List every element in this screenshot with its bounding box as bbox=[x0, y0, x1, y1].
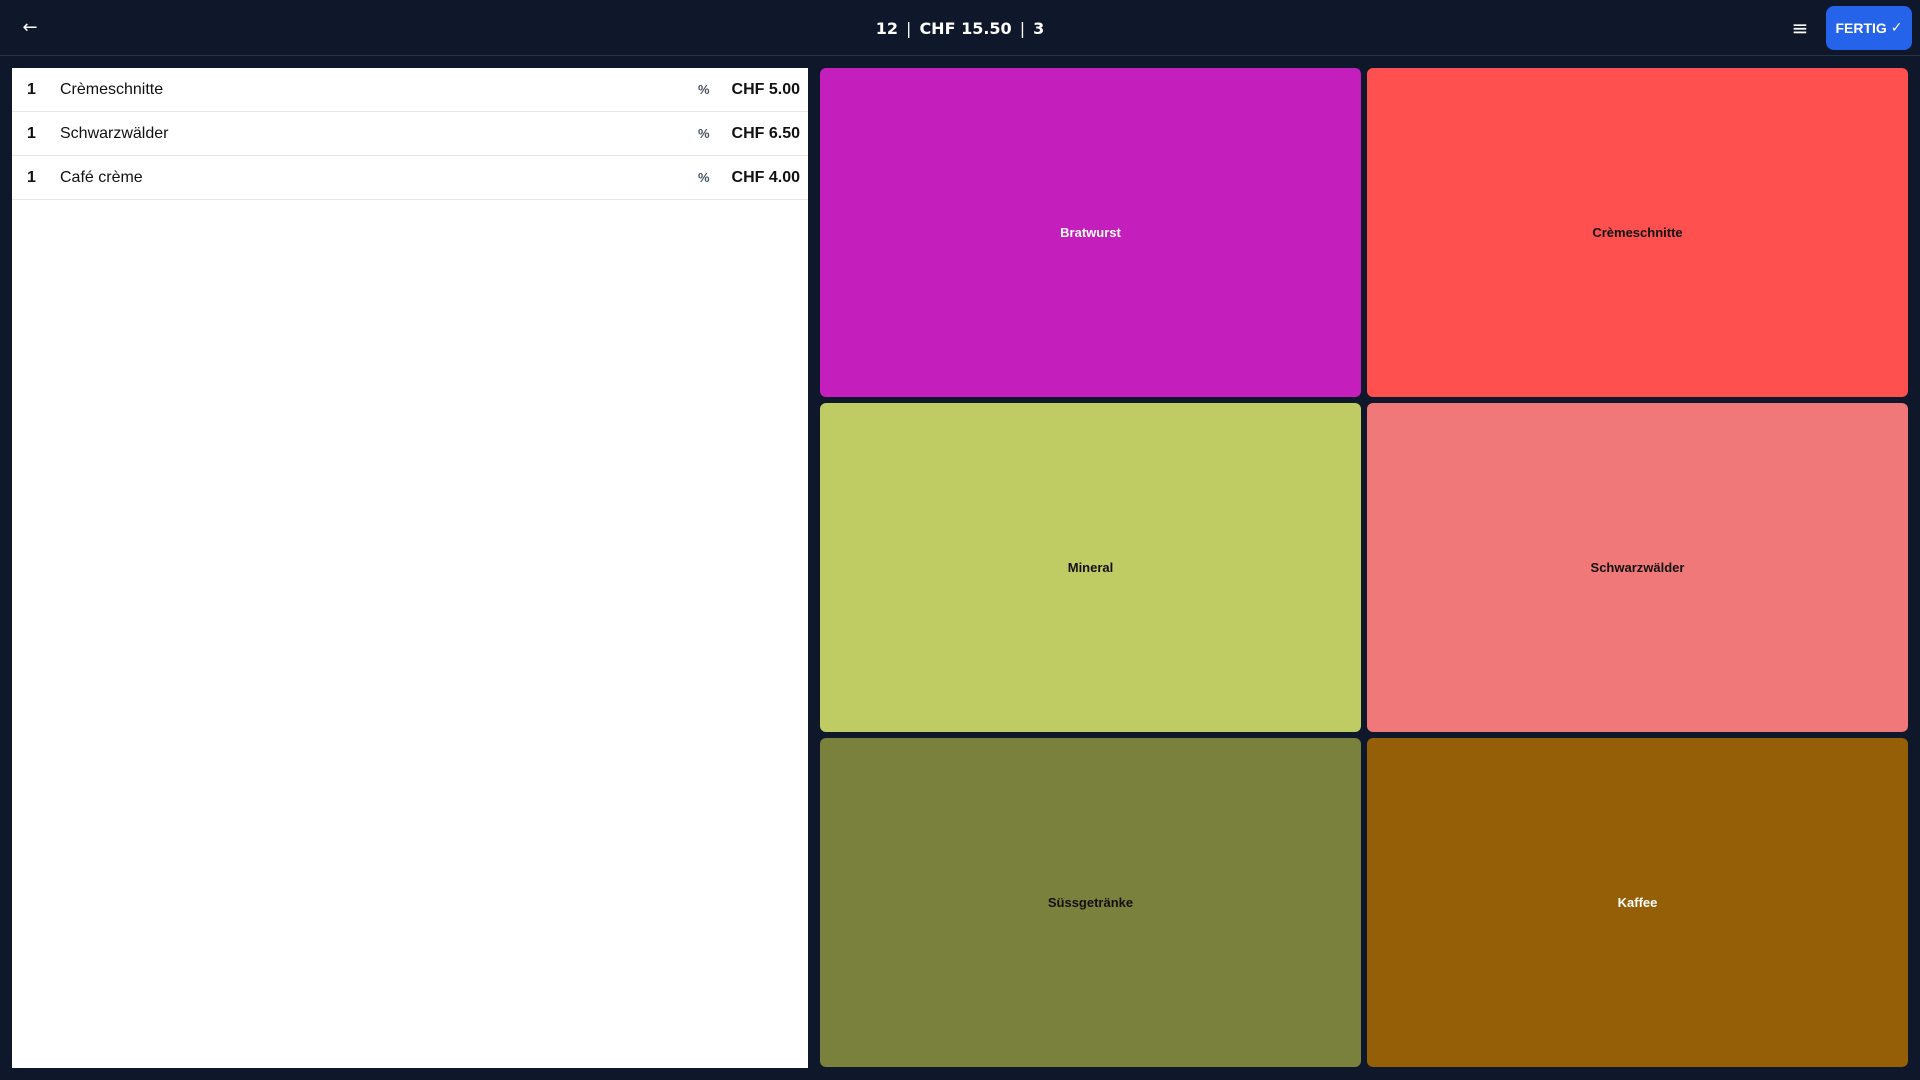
order-total: CHF 15.50 bbox=[919, 18, 1012, 38]
product-grid: Bratwurst Crèmeschnitte Mineral Schwarzw… bbox=[820, 68, 1908, 1068]
top-bar: ← 12 | CHF 15.50 | 3 ≡ FERTIG ✓ bbox=[0, 0, 1920, 56]
product-tile-label: Schwarzwälder bbox=[1590, 560, 1685, 575]
product-tile-schwarzwaelder[interactable]: Schwarzwälder bbox=[1367, 403, 1908, 732]
product-tile-label: Crèmeschnitte bbox=[1592, 225, 1683, 240]
item-price: CHF 4.00 bbox=[731, 168, 800, 186]
discount-icon[interactable]: % bbox=[698, 126, 710, 141]
checkmark-icon: ✓ bbox=[1890, 20, 1903, 36]
item-quantity: 1 bbox=[27, 80, 36, 98]
order-item-row[interactable]: 1 Schwarzwälder % CHF 6.50 bbox=[12, 112, 808, 156]
product-tile-suessgetraenke[interactable]: Süssgetränke bbox=[820, 738, 1361, 1067]
table-number: 12 bbox=[875, 18, 899, 38]
item-price: CHF 6.50 bbox=[731, 124, 800, 142]
item-name: Café crème bbox=[60, 168, 143, 186]
back-arrow-icon[interactable]: ← bbox=[14, 8, 46, 48]
product-tile-label: Süssgetränke bbox=[1047, 895, 1134, 910]
order-summary: 12 | CHF 15.50 | 3 bbox=[0, 0, 1920, 56]
item-quantity: 1 bbox=[27, 168, 36, 186]
item-name: Schwarzwälder bbox=[60, 124, 169, 142]
discount-icon[interactable]: % bbox=[698, 170, 710, 185]
order-list: 1 Crèmeschnitte % CHF 5.00 1 Schwarzwäld… bbox=[12, 68, 808, 1068]
product-tile-label: Bratwurst bbox=[1060, 225, 1121, 240]
product-tile-mineral[interactable]: Mineral bbox=[820, 403, 1361, 732]
item-price: CHF 5.00 bbox=[731, 80, 800, 98]
summary-separator: | bbox=[1019, 18, 1026, 38]
product-tile-bratwurst[interactable]: Bratwurst bbox=[820, 68, 1361, 397]
item-count: 3 bbox=[1033, 18, 1045, 38]
discount-icon[interactable]: % bbox=[698, 82, 710, 97]
done-button-label: FERTIG bbox=[1835, 20, 1887, 36]
product-tile-label: Kaffee bbox=[1617, 895, 1658, 910]
done-button[interactable]: FERTIG ✓ bbox=[1826, 6, 1912, 50]
item-name: Crèmeschnitte bbox=[60, 80, 164, 98]
order-item-row[interactable]: 1 Café crème % CHF 4.00 bbox=[12, 156, 808, 200]
hamburger-menu-icon[interactable]: ≡ bbox=[1784, 8, 1816, 48]
item-quantity: 1 bbox=[27, 124, 36, 142]
product-tile-cremeschnitte[interactable]: Crèmeschnitte bbox=[1367, 68, 1908, 397]
order-item-row[interactable]: 1 Crèmeschnitte % CHF 5.00 bbox=[12, 68, 808, 112]
summary-separator: | bbox=[906, 18, 912, 38]
product-tile-label: Mineral bbox=[1067, 560, 1114, 575]
product-tile-kaffee[interactable]: Kaffee bbox=[1367, 738, 1908, 1067]
